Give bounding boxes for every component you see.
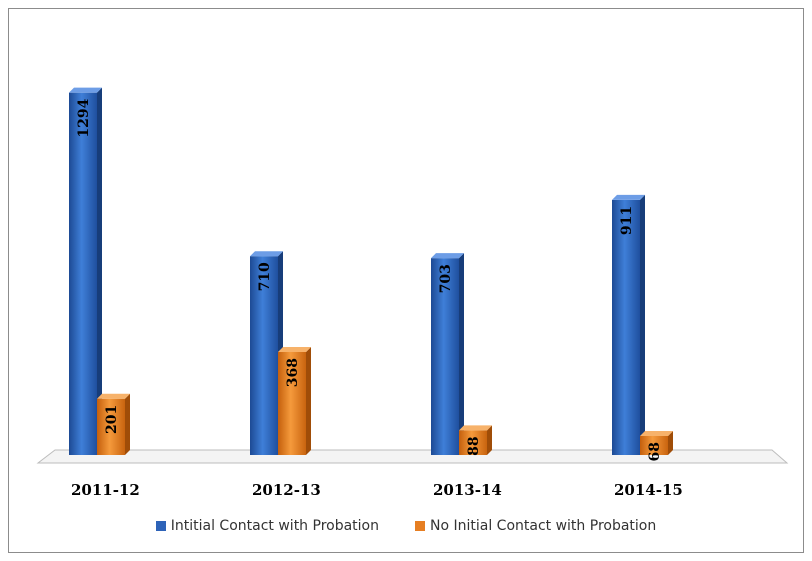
bar-top <box>250 251 283 257</box>
bar-2013-14-series-2 <box>459 425 492 455</box>
category-label: 2012-13 <box>252 481 321 499</box>
bar-2011-12-series-2 <box>97 393 130 455</box>
bar-side <box>459 253 464 455</box>
bar-2014-15-series-1 <box>612 194 645 456</box>
bar-2014-15-series-2 <box>640 430 673 455</box>
value-label: 710 <box>257 262 273 291</box>
bar-front <box>640 435 668 455</box>
bar-side <box>640 194 645 456</box>
labels-layer: 1294 201 2011-12 710 368 2012-13 703 88 2013-14 9… <box>71 98 683 499</box>
bar-side <box>668 430 673 455</box>
legend-swatch-orange <box>415 521 425 531</box>
bar-side <box>97 87 102 456</box>
bar-front <box>612 199 640 455</box>
bar-top <box>69 87 102 93</box>
bar-front <box>97 398 125 455</box>
bar-top <box>431 253 464 259</box>
chart-floor <box>36 449 789 464</box>
bar-2012-13-series-2 <box>278 346 311 455</box>
bar-top <box>640 430 673 436</box>
value-label: 703 <box>438 264 454 293</box>
legend-label-no-initial-contact: No Initial Contact with Probation <box>430 518 657 534</box>
category-label: 2011-12 <box>71 481 140 499</box>
value-label: 201 <box>104 405 120 434</box>
legend-swatch-blue <box>155 521 166 531</box>
bar-top <box>278 346 311 352</box>
value-label: 911 <box>619 206 635 235</box>
bar-top <box>97 393 130 399</box>
bar-2011-12-series-1 <box>69 87 102 456</box>
bar-front <box>69 92 97 456</box>
bars-layer <box>69 87 673 456</box>
bar-front <box>431 258 459 455</box>
legend: Intitial Contact with Probation No Initi… <box>0 515 812 537</box>
legend-label-initial-contact: Intitial Contact with Probation <box>170 518 379 534</box>
bar-front <box>459 430 487 455</box>
bar-top <box>612 194 645 200</box>
legend-item-no-initial-contact: No Initial Contact with Probation <box>415 518 656 534</box>
bar-side <box>125 393 130 455</box>
legend-item-initial-contact: Intitial Contact with Probation <box>155 518 379 534</box>
bar-front <box>278 351 306 455</box>
value-label: 68 <box>647 442 663 461</box>
value-label: 1294 <box>76 98 92 137</box>
category-label: 2014-15 <box>614 481 683 499</box>
value-label: 88 <box>466 436 482 455</box>
bar-front <box>250 256 278 455</box>
category-label: 2013-14 <box>433 481 502 499</box>
bar-top <box>459 425 492 431</box>
bar-2013-14-series-1 <box>431 253 464 455</box>
bar-side <box>306 346 311 455</box>
bar-side <box>487 425 492 455</box>
value-label: 368 <box>285 358 301 387</box>
